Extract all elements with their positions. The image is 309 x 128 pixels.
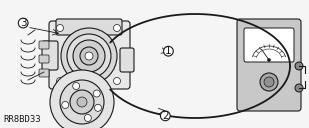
Circle shape <box>163 46 173 56</box>
FancyBboxPatch shape <box>120 48 134 72</box>
Circle shape <box>268 58 270 61</box>
FancyBboxPatch shape <box>49 21 130 89</box>
Circle shape <box>73 83 80 89</box>
FancyBboxPatch shape <box>39 69 49 77</box>
Circle shape <box>67 34 111 78</box>
Circle shape <box>84 114 91 121</box>
FancyBboxPatch shape <box>39 41 49 49</box>
Circle shape <box>295 84 303 92</box>
Circle shape <box>113 24 121 31</box>
FancyBboxPatch shape <box>237 19 301 111</box>
Circle shape <box>160 111 170 121</box>
Circle shape <box>260 73 278 91</box>
Circle shape <box>295 62 303 70</box>
Circle shape <box>70 90 94 114</box>
Circle shape <box>93 90 100 97</box>
Circle shape <box>57 24 64 31</box>
Circle shape <box>113 77 121 84</box>
Circle shape <box>80 47 98 65</box>
Circle shape <box>57 77 64 84</box>
Text: 2: 2 <box>162 111 169 121</box>
Circle shape <box>85 52 93 60</box>
Circle shape <box>50 70 114 128</box>
FancyBboxPatch shape <box>42 41 58 70</box>
FancyBboxPatch shape <box>244 28 294 62</box>
Text: RR8BD33: RR8BD33 <box>3 115 40 124</box>
FancyBboxPatch shape <box>56 19 122 35</box>
Circle shape <box>60 80 104 124</box>
FancyBboxPatch shape <box>39 55 49 63</box>
Circle shape <box>95 104 101 111</box>
Circle shape <box>264 77 274 87</box>
Circle shape <box>73 40 105 72</box>
Circle shape <box>61 28 117 84</box>
Text: 1: 1 <box>165 46 172 56</box>
Text: 3: 3 <box>20 18 27 28</box>
Circle shape <box>62 102 69 108</box>
Circle shape <box>77 97 87 107</box>
Circle shape <box>18 18 28 28</box>
